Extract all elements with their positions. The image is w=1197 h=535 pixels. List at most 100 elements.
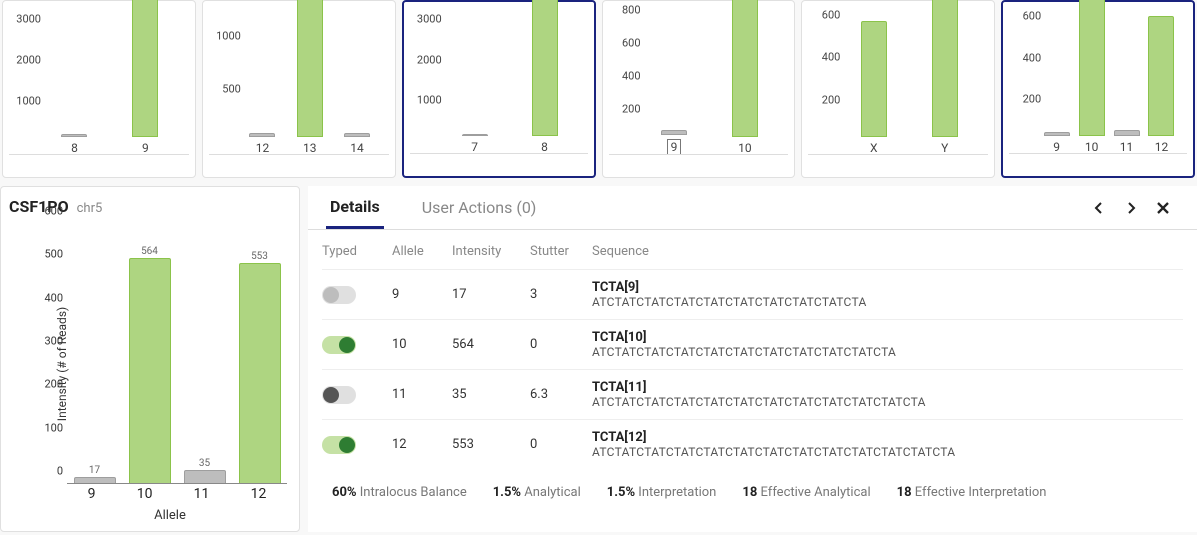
thumb-bar — [61, 134, 87, 137]
table-row: 125530TCTA[12]ATCTATCTATCTATCTATCTATCTAT… — [322, 419, 1183, 469]
details-panel: Details User Actions (0) Typed Allele In… — [308, 186, 1197, 532]
thumb-x-label: 9 — [1053, 140, 1060, 154]
cell-intensity: 564 — [452, 337, 530, 352]
next-icon[interactable] — [1115, 192, 1147, 224]
thumb-x-label: 9 — [667, 139, 682, 155]
typed-toggle[interactable] — [322, 386, 356, 404]
tab-user-actions[interactable]: User Actions (0) — [418, 188, 541, 227]
cell-allele: 11 — [392, 387, 452, 402]
thumb-bar — [297, 0, 323, 137]
details-footer: 60% Intralocus Balance1.5% Analytical1.5… — [308, 469, 1197, 514]
thumb-x-label: 12 — [1155, 140, 1169, 154]
footer-stat: 18 Effective Analytical — [742, 485, 870, 500]
cell-stutter: 0 — [530, 337, 592, 352]
locus-thumbnails-row: 1000200030008950010001213141000200030007… — [0, 0, 1197, 178]
footer-label: Effective Analytical — [757, 485, 870, 500]
bar-value: 35 — [199, 458, 210, 469]
footer-value: 1.5% — [493, 485, 521, 500]
sequence-string: ATCTATCTATCTATCTATCTATCTATCTATCTATCTATCT… — [592, 345, 1183, 359]
thumb-x-label: 11 — [1120, 140, 1134, 154]
cell-sequence: TCTA[10]ATCTATCTATCTATCTATCTATCTATCTATCT… — [592, 330, 1183, 359]
cell-allele: 12 — [392, 437, 452, 452]
x-axis-label: Allele — [49, 508, 291, 523]
y-tick: 500 — [44, 248, 63, 261]
typed-toggle[interactable] — [322, 436, 356, 454]
cell-stutter: 6.3 — [530, 387, 592, 402]
cell-allele: 9 — [392, 287, 452, 302]
thumb-x-label: 8 — [71, 141, 78, 155]
typed-toggle[interactable] — [322, 336, 356, 354]
main-chart: Intensity (# of Reads) 01002003004005006… — [9, 224, 291, 504]
typed-toggle[interactable] — [322, 286, 356, 304]
cell-stutter: 0 — [530, 437, 592, 452]
cell-sequence: TCTA[12]ATCTATCTATCTATCTATCTATCTATCTATCT… — [592, 430, 1183, 459]
bar-value: 17 — [89, 465, 100, 476]
thumb-bar — [344, 133, 370, 137]
col-typed: Typed — [322, 244, 392, 259]
thumb-bar — [132, 0, 158, 137]
y-tick: 0 — [57, 465, 63, 478]
details-table: Typed Allele Intensity Stutter Sequence … — [308, 230, 1197, 469]
cell-sequence: TCTA[9]ATCTATCTATCTATCTATCTATCTATCTATCTA… — [592, 280, 1183, 309]
thumb-bar — [1148, 16, 1174, 136]
thumb-x-label: 13 — [303, 141, 317, 155]
baseline — [67, 483, 287, 484]
cell-intensity: 553 — [452, 437, 530, 452]
close-icon[interactable] — [1147, 192, 1179, 224]
locus-thumbnail[interactable]: 5001000121314 — [202, 0, 396, 178]
locus-thumbnail[interactable]: 2004006009101112 — [1001, 0, 1195, 178]
main-bars: 1756435553 — [67, 224, 287, 484]
x-labels: 9101112 — [67, 486, 287, 506]
sequence-name: TCTA[12] — [592, 430, 1183, 445]
col-intensity: Intensity — [452, 244, 530, 259]
col-stutter: Stutter — [530, 244, 592, 259]
x-tick: 12 — [251, 486, 267, 506]
footer-stat: 1.5% Interpretation — [607, 485, 717, 500]
main-bar — [239, 263, 281, 484]
footer-stat: 18 Effective Interpretation — [897, 485, 1047, 500]
y-tick: 100 — [44, 421, 63, 434]
thumb-bar — [1079, 0, 1105, 136]
table-header: Typed Allele Intensity Stutter Sequence — [322, 240, 1183, 269]
cell-stutter: 3 — [530, 287, 592, 302]
thumb-x-label: 8 — [541, 140, 548, 154]
thumb-x-label: 10 — [738, 141, 752, 155]
thumb-bar — [462, 134, 488, 137]
bar-value: 564 — [141, 246, 158, 257]
sequence-name: TCTA[9] — [592, 280, 1183, 295]
footer-stat: 60% Intralocus Balance — [332, 485, 467, 500]
thumb-x-label: X — [870, 141, 878, 155]
plot-area: 1756435553 — [67, 224, 287, 484]
sequence-string: ATCTATCTATCTATCTATCTATCTATCTATCTATCTA — [592, 295, 1183, 309]
footer-label: Effective Interpretation — [912, 485, 1047, 500]
thumb-x-label: 10 — [1085, 140, 1099, 154]
cell-allele: 10 — [392, 337, 452, 352]
footer-value: 18 — [742, 485, 757, 500]
lower-section: CSF1PO chr5 Intensity (# of Reads) 01002… — [0, 186, 1197, 532]
thumb-bar — [861, 21, 887, 137]
tab-details[interactable]: Details — [326, 187, 384, 229]
main-bar — [129, 258, 171, 484]
footer-stat: 1.5% Analytical — [493, 485, 581, 500]
locus-thumbnail[interactable]: 200400600XY — [801, 0, 995, 178]
footer-value: 1.5% — [607, 485, 635, 500]
footer-value: 18 — [897, 485, 912, 500]
footer-value: 60% — [332, 485, 357, 500]
thumb-bar — [732, 0, 758, 137]
thumb-x-label: 12 — [256, 141, 270, 155]
sequence-name: TCTA[11] — [592, 380, 1183, 395]
cell-intensity: 17 — [452, 287, 530, 302]
cell-intensity: 35 — [452, 387, 530, 402]
locus-thumbnail[interactable]: 10002000300089 — [2, 0, 196, 178]
x-tick: 11 — [194, 486, 210, 506]
y-tick: 300 — [44, 335, 63, 348]
locus-thumbnail[interactable]: 200400600800910 — [602, 0, 796, 178]
main-bar — [184, 470, 226, 484]
table-row: 9173TCTA[9]ATCTATCTATCTATCTATCTATCTATCTA… — [322, 269, 1183, 319]
thumb-x-label: 9 — [142, 141, 149, 155]
table-row: 105640TCTA[10]ATCTATCTATCTATCTATCTATCTAT… — [322, 319, 1183, 369]
sequence-name: TCTA[10] — [592, 330, 1183, 345]
locus-thumbnail[interactable]: 10002000300078 — [402, 0, 596, 178]
footer-label: Analytical — [521, 485, 581, 500]
prev-icon[interactable] — [1083, 192, 1115, 224]
